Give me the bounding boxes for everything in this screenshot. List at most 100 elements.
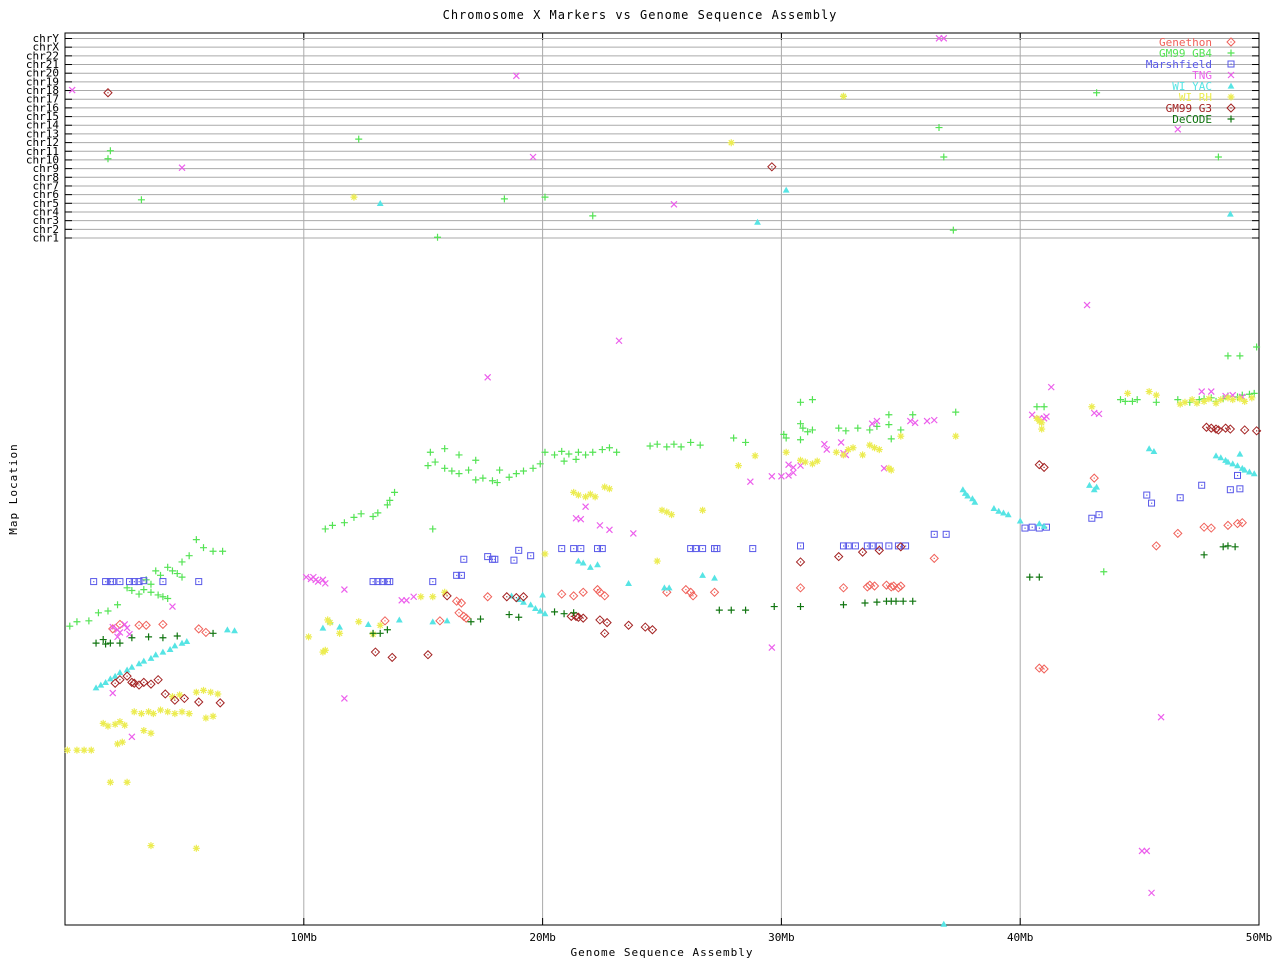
data-point xyxy=(200,544,208,552)
data-point xyxy=(207,688,215,696)
data-point xyxy=(92,684,100,691)
data-point xyxy=(376,629,384,637)
data-point xyxy=(1177,532,1179,535)
data-point xyxy=(128,587,136,594)
data-point xyxy=(314,578,322,586)
data-point xyxy=(875,542,883,550)
data-point xyxy=(589,448,597,456)
data-point xyxy=(123,584,131,592)
data-point xyxy=(896,542,906,552)
data-point xyxy=(505,611,513,619)
data-point xyxy=(1004,511,1012,518)
data-point xyxy=(140,577,148,585)
data-point xyxy=(1236,485,1244,493)
legend-marker-icon xyxy=(1227,115,1235,123)
data-point xyxy=(135,590,143,598)
data-point xyxy=(801,458,809,466)
data-point xyxy=(1236,450,1244,457)
data-point xyxy=(839,451,847,459)
data-point xyxy=(173,632,181,640)
data-point xyxy=(887,435,895,443)
data-point xyxy=(386,496,394,504)
data-point xyxy=(797,462,804,470)
data-point xyxy=(491,555,499,563)
data-point xyxy=(178,708,186,716)
data-point xyxy=(147,654,155,661)
data-point xyxy=(145,624,147,626)
data-point xyxy=(455,451,463,459)
data-point xyxy=(1198,388,1206,396)
data-point xyxy=(460,555,468,563)
data-point xyxy=(574,448,582,456)
data-point xyxy=(162,581,164,583)
data-point xyxy=(685,589,687,591)
legend-label: GM99 GB4 xyxy=(1159,47,1212,60)
data-point xyxy=(109,623,117,631)
data-point xyxy=(1124,389,1132,397)
data-point xyxy=(231,627,238,634)
data-point xyxy=(561,593,563,595)
data-point xyxy=(491,558,494,560)
data-point xyxy=(154,591,162,599)
data-point xyxy=(692,595,694,597)
data-point xyxy=(115,674,125,685)
data-point xyxy=(178,639,186,646)
data-point xyxy=(854,545,857,547)
data-point xyxy=(157,571,165,579)
data-point xyxy=(1225,424,1236,434)
data-point xyxy=(888,581,899,591)
data-point xyxy=(594,545,602,553)
data-point xyxy=(1034,460,1045,470)
data-point xyxy=(558,447,566,455)
data-point xyxy=(93,581,95,583)
data-point xyxy=(866,441,874,449)
data-point xyxy=(429,578,437,586)
data-point xyxy=(382,581,384,583)
data-point xyxy=(80,746,88,754)
data-point xyxy=(668,511,676,519)
data-point xyxy=(601,548,603,550)
data-point xyxy=(340,695,348,702)
data-point xyxy=(432,581,434,583)
data-point xyxy=(429,593,437,601)
data-point xyxy=(1229,396,1237,404)
data-point xyxy=(103,88,113,98)
data-point xyxy=(429,618,437,625)
data-point xyxy=(1100,568,1108,576)
data-point xyxy=(1083,301,1091,309)
data-point xyxy=(1212,399,1220,407)
data-point xyxy=(861,599,869,607)
data-point xyxy=(435,616,445,626)
data-point xyxy=(561,548,563,550)
data-point xyxy=(223,626,231,633)
data-point xyxy=(598,545,606,553)
data-point xyxy=(969,495,976,502)
data-point xyxy=(1199,522,1209,532)
data-point xyxy=(200,686,208,694)
data-point xyxy=(1181,398,1189,406)
data-point xyxy=(326,619,334,627)
legend-marker-icon xyxy=(1230,107,1232,109)
data-point xyxy=(387,652,397,663)
data-point xyxy=(185,552,193,560)
data-point xyxy=(873,598,881,606)
data-point xyxy=(866,545,869,547)
data-point xyxy=(560,610,568,618)
data-point xyxy=(439,620,441,622)
data-point xyxy=(1210,527,1212,529)
data-point xyxy=(780,430,788,438)
data-point xyxy=(1039,462,1049,473)
data-point xyxy=(472,456,480,464)
data-point xyxy=(797,398,805,406)
data-point xyxy=(691,545,699,553)
data-point xyxy=(646,442,654,450)
data-point xyxy=(494,558,496,560)
data-point xyxy=(1224,542,1232,550)
data-point xyxy=(1188,396,1196,404)
data-point xyxy=(837,439,845,446)
data-point xyxy=(1236,395,1244,403)
data-point xyxy=(73,746,81,754)
data-point xyxy=(789,469,797,477)
data-point xyxy=(384,620,386,622)
data-point xyxy=(496,466,504,474)
